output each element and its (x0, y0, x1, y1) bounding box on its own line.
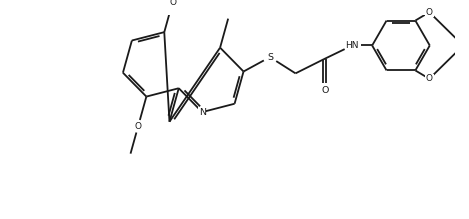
Text: O: O (135, 122, 142, 131)
Text: N: N (199, 108, 206, 117)
Text: HN: HN (346, 41, 359, 50)
Text: O: O (321, 86, 328, 95)
Text: O: O (426, 74, 433, 83)
Text: S: S (267, 53, 273, 62)
Text: O: O (426, 8, 433, 17)
Text: O: O (169, 0, 176, 7)
